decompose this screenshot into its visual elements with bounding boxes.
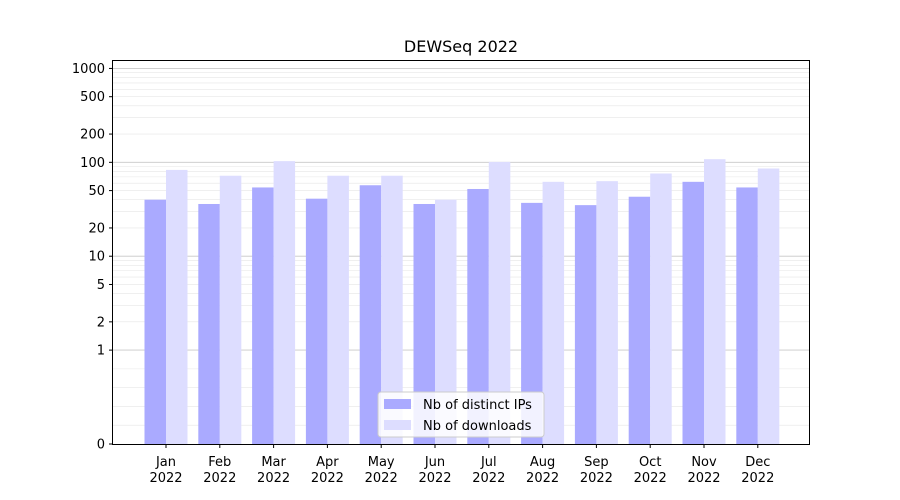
bar-distinct-ips-apr — [305, 198, 328, 444]
bar-distinct-ips-may — [359, 185, 382, 444]
bar-downloads-dec — [757, 168, 780, 444]
bar-downloads-oct — [650, 173, 672, 444]
x-tick-label-month: Feb — [208, 455, 231, 470]
x-tick-label-year: 2022 — [741, 471, 774, 486]
bar-distinct-ips-jun — [413, 203, 435, 444]
x-tick-label-year: 2022 — [365, 471, 398, 486]
x-tick-label-month: Sep — [584, 455, 609, 470]
x-tick-label-year: 2022 — [580, 471, 613, 486]
bars — [144, 159, 780, 445]
bar-downloads-nov — [704, 159, 726, 444]
legend-label: Nb of downloads — [423, 419, 532, 434]
bar-downloads-jun — [435, 199, 457, 444]
y-tick-label: 1000 — [72, 62, 105, 77]
y-axis: 0 1 2 5 10 20 50 100 200 500 1000 — [72, 62, 113, 453]
bar-distinct-ips-aug — [521, 202, 543, 444]
y-tick-label: 1 — [97, 344, 105, 359]
y-tick-label: 100 — [80, 156, 105, 171]
x-tick-label-month: Aug — [530, 455, 555, 470]
x-tick-label-month: Jul — [480, 455, 497, 470]
x-tick-label-year: 2022 — [634, 471, 667, 486]
bar-distinct-ips-jan — [144, 199, 166, 444]
legend-label: Nb of distinct IPs — [423, 398, 532, 413]
y-tick-label: 20 — [88, 221, 105, 236]
bar-downloads-may — [381, 175, 403, 445]
x-tick-label-year: 2022 — [687, 471, 720, 486]
bar-downloads-apr — [327, 175, 349, 445]
x-tick-label-month: Nov — [691, 455, 717, 470]
x-tick-label-month: May — [368, 455, 395, 470]
x-tick-label-year: 2022 — [311, 471, 344, 486]
legend-swatch — [384, 399, 411, 409]
y-tick-label: 0 — [97, 438, 105, 453]
chart-title: DEWSeq 2022 — [404, 37, 518, 56]
bar-distinct-ips-nov — [682, 181, 704, 444]
y-tick-label: 5 — [97, 278, 105, 293]
x-tick-label-month: Jan — [155, 455, 176, 470]
x-tick-label-month: Dec — [745, 455, 770, 470]
x-tick-label-year: 2022 — [526, 471, 559, 486]
legend: Nb of distinct IPs Nb of downloads — [377, 391, 545, 438]
x-tick-label-year: 2022 — [203, 471, 236, 486]
y-tick-label: 50 — [88, 184, 105, 199]
y-tick-label: 2 — [97, 315, 105, 330]
bar-downloads-feb — [219, 175, 242, 445]
bar-downloads-sep — [596, 181, 618, 444]
x-tick-label-year: 2022 — [472, 471, 505, 486]
x-tick-label-month: Mar — [261, 455, 286, 470]
x-tick-label-month: Jun — [424, 455, 445, 470]
bar-downloads-mar — [273, 161, 296, 444]
plot-frame — [112, 60, 810, 445]
legend-swatch — [384, 420, 411, 430]
x-tick-label-year: 2022 — [149, 471, 182, 486]
x-tick-label-month: Apr — [316, 455, 339, 470]
bar-distinct-ips-sep — [574, 205, 597, 444]
bar-distinct-ips-feb — [198, 203, 220, 444]
legend-box — [377, 391, 545, 438]
bar-downloads-jul — [488, 161, 511, 444]
x-tick-label-year: 2022 — [418, 471, 451, 486]
y-tick-label: 200 — [80, 128, 105, 143]
y-tick-label: 10 — [88, 250, 105, 265]
x-tick-label-month: Oct — [639, 455, 661, 470]
bar-distinct-ips-oct — [628, 196, 651, 444]
y-tick-label: 500 — [80, 90, 105, 105]
bar-downloads-aug — [542, 181, 565, 444]
bar-distinct-ips-mar — [252, 187, 274, 444]
bar-distinct-ips-jul — [467, 188, 489, 444]
x-axis: Jan2022Feb2022Mar2022Apr2022May2022Jun20… — [149, 444, 774, 486]
bar-downloads-jan — [166, 169, 188, 444]
x-tick-label-year: 2022 — [257, 471, 290, 486]
bar-distinct-ips-dec — [736, 187, 758, 444]
